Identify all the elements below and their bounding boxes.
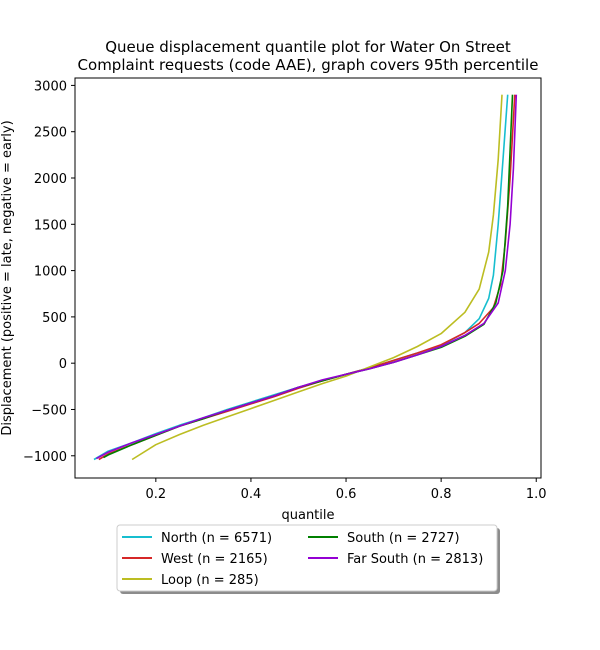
- y-tick-label: 500: [42, 311, 67, 326]
- legend-label: Far South (n = 2813): [347, 552, 483, 567]
- series-line-4: [96, 94, 518, 460]
- chart-title: Queue displacement quantile plot for Wat…: [78, 38, 539, 74]
- y-tick-label: −1000: [23, 450, 67, 465]
- x-tick-label: 1.0: [526, 487, 547, 502]
- legend-label: Loop (n = 285): [161, 573, 259, 588]
- y-tick-label: 0: [59, 357, 67, 372]
- y-tick-label: 2500: [34, 126, 67, 141]
- x-axis: 0.2 0.4 0.6 0.8 1.0: [145, 478, 547, 502]
- legend-box: [116, 524, 498, 592]
- y-axis-label: Displacement (positive = late, negative …: [0, 120, 15, 435]
- legend-label: South (n = 2727): [347, 531, 460, 546]
- x-tick-label: 0.2: [145, 487, 166, 502]
- plot-frame: [74, 77, 542, 479]
- y-tick-label: 1500: [34, 218, 67, 233]
- legend-entries: North (n = 6571) West (n = 2165) Loop (n =…: [122, 531, 483, 588]
- chart-title-line-2: Complaint requests (code AAE), graph cov…: [78, 56, 539, 74]
- x-tick-label: 0.6: [336, 487, 357, 502]
- plot-area: [75, 78, 541, 478]
- y-tick-label: 2000: [34, 172, 67, 187]
- y-tick-label: −500: [31, 403, 67, 418]
- x-tick-label: 0.4: [241, 487, 262, 502]
- y-tick-label: 1000: [34, 265, 67, 280]
- x-axis-label: quantile: [281, 508, 334, 523]
- legend: North (n = 6571) West (n = 2165) Loop (n =…: [116, 524, 500, 594]
- chart-title-line-1: Queue displacement quantile plot for Wat…: [105, 38, 511, 56]
- legend-label: West (n = 2165): [161, 552, 268, 567]
- x-tick-label: 0.8: [431, 487, 452, 502]
- y-axis: −1000 −500 0 500 1000 1500 2000 2500 3000: [23, 79, 75, 465]
- legend-label: North (n = 6571): [161, 531, 272, 546]
- series-layer: [93, 94, 518, 461]
- y-tick-label: 3000: [34, 79, 67, 94]
